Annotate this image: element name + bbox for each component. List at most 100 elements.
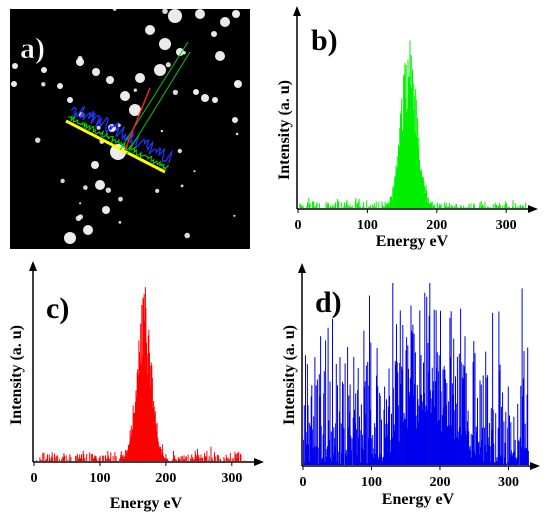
particle [92, 68, 100, 76]
particle [154, 64, 166, 76]
panel-b-bars [299, 40, 527, 208]
particle [193, 170, 196, 173]
particle [234, 82, 238, 85]
particle [133, 88, 137, 92]
particle [160, 129, 164, 133]
x-tick-label: 0 [300, 475, 307, 490]
panel-d-x-arrow [530, 462, 540, 470]
x-tick-label: 200 [426, 218, 447, 233]
x-tick-label: 300 [496, 218, 517, 233]
particle [64, 232, 76, 244]
x-tick-label: 0 [31, 471, 38, 486]
particle [95, 180, 105, 190]
particle [235, 132, 239, 136]
panel-a-label: a) [20, 32, 45, 65]
particle [162, 8, 168, 14]
particle [79, 202, 82, 205]
particle [35, 137, 41, 143]
particle [91, 161, 99, 169]
x-tick-label: 100 [361, 475, 382, 490]
panel-b: 0 100 200 300 Energy eV Intensity (a. u) b) [276, 6, 538, 250]
panel-d: 0 100 200 300 Energy eV Intensity (a. u) d) [281, 263, 540, 508]
x-tick-label: 0 [295, 218, 302, 233]
particle [176, 48, 184, 56]
x-tick-label: 100 [89, 471, 110, 486]
particle [168, 9, 182, 23]
particle [41, 82, 46, 87]
panel-c-xlabel: Energy eV [110, 495, 183, 512]
panel-b-label: b) [311, 24, 338, 57]
particle [165, 62, 171, 68]
panel-b-ylabel: Intensity (a. u) [276, 80, 293, 180]
particle [129, 104, 141, 116]
panel-d-label: d) [315, 286, 342, 319]
green-line-profile [68, 115, 170, 171]
x-tick-label: 100 [357, 218, 378, 233]
particle [195, 9, 205, 19]
particle [96, 125, 101, 130]
panel-c-bars [35, 287, 245, 461]
panel-c: 0 100 200 300 Energy eV Intensity (a. u) c) [8, 261, 264, 512]
particle [118, 221, 122, 224]
blue-line-profile [70, 106, 173, 164]
particle [232, 10, 240, 18]
panel-d-ticks: 0 100 200 300 [300, 466, 519, 490]
particle [212, 97, 218, 103]
panel-d-y-arrow [298, 263, 306, 273]
particle [172, 89, 178, 95]
particle [233, 214, 236, 217]
particle [57, 83, 63, 89]
panel-c-label: c) [46, 292, 69, 325]
particle [83, 185, 88, 190]
particle [112, 7, 117, 11]
panel-a: a) [10, 7, 250, 249]
particle [118, 196, 123, 202]
x-tick-label: 300 [498, 475, 519, 490]
panel-b-xlabel: Energy eV [376, 233, 449, 250]
particle [211, 31, 217, 37]
particle [232, 117, 238, 123]
panel-c-ylabel: Intensity (a. u) [8, 325, 25, 425]
particle [234, 80, 242, 88]
particle [105, 187, 112, 193]
green-guide-2 [126, 51, 191, 155]
panel-d-bars [303, 283, 529, 465]
particle [220, 17, 230, 27]
particle [110, 144, 126, 160]
particle [11, 81, 17, 87]
particle [193, 89, 199, 95]
particle [120, 91, 130, 101]
micrograph-image [10, 9, 250, 249]
particle [135, 73, 145, 83]
scan-line [65, 119, 166, 174]
particle [184, 232, 190, 239]
particle [67, 97, 73, 103]
particle [180, 184, 184, 188]
micrograph-particles [11, 7, 242, 244]
particle [12, 63, 18, 69]
panel-c-ticks: 0 100 200 300 [31, 462, 242, 486]
particle [60, 178, 65, 184]
panel-c-x-arrow [254, 458, 264, 466]
particle [177, 148, 182, 154]
panel-c-y-arrow [29, 261, 37, 271]
particle [201, 94, 209, 102]
particle [102, 206, 110, 214]
x-tick-label: 300 [221, 471, 242, 486]
particle [155, 188, 160, 193]
particle [41, 67, 47, 73]
particle [182, 51, 186, 55]
panel-d-ylabel: Intensity (a. u) [281, 325, 298, 425]
x-tick-label: 200 [429, 475, 450, 490]
particle [75, 215, 82, 222]
particle [76, 58, 84, 66]
x-tick-label: 200 [155, 471, 176, 486]
particle [145, 25, 155, 35]
linescan-overlay [65, 41, 191, 174]
green-guide-1 [119, 41, 189, 151]
particle [106, 76, 114, 84]
panel-b-y-arrow [293, 6, 301, 16]
panel-d-xlabel: Energy eV [382, 491, 455, 508]
particle [215, 51, 225, 61]
